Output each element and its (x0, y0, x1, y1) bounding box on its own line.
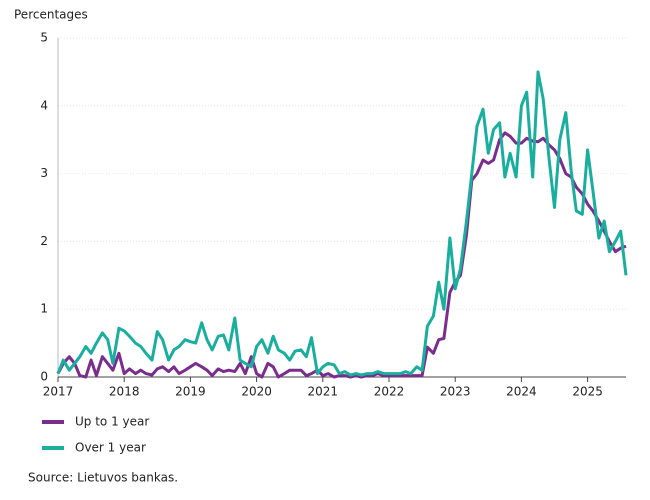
x-tick-label: 2024 (506, 385, 537, 399)
y-tick-label: 2 (40, 234, 48, 248)
y-tick-label: 1 (40, 302, 48, 316)
y-tick-label: 3 (40, 166, 48, 180)
series-line (56, 70, 628, 377)
source-note: Source: Lietuvos bankas. (28, 471, 178, 485)
x-tick-label: 2021 (308, 385, 339, 399)
x-tick-label: 2025 (572, 385, 603, 399)
series-line (56, 131, 627, 379)
x-tick-label: 2022 (374, 385, 405, 399)
y-tick-label: 4 (40, 98, 48, 112)
y-tick-label: 0 (40, 370, 48, 384)
y-axis-label: Percentages (14, 8, 88, 22)
legend-label: Over 1 year (75, 441, 146, 455)
x-tick-label: 2017 (43, 385, 74, 399)
x-tick-label: 2019 (175, 385, 206, 399)
x-tick-label: 2023 (440, 385, 471, 399)
x-tick-label: 2018 (109, 385, 140, 399)
x-tick-label: 2020 (241, 385, 272, 399)
legend-label: Up to 1 year (75, 415, 149, 429)
y-tick-label: 5 (40, 31, 48, 45)
